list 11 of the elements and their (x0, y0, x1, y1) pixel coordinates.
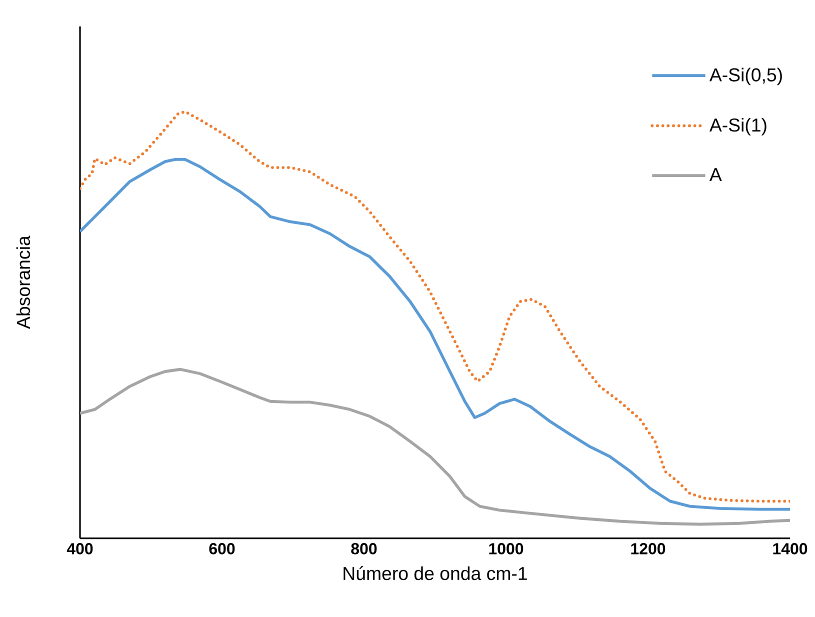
x-tick-label: 800 (351, 543, 377, 554)
x-tick-label: 600 (209, 543, 235, 554)
x-tick-label: 1000 (489, 543, 524, 554)
legend-label: A-Si(1) (709, 118, 766, 136)
x-tick-label: 400 (66, 543, 93, 554)
x-tick-label: 1400 (773, 543, 808, 554)
x-tick-label: 1200 (631, 543, 666, 554)
legend-label: A (709, 168, 722, 181)
y-axis-title: Absorancia (16, 236, 30, 329)
legend-label: A-Si(0,5) (709, 68, 782, 86)
x-axis-title: Número de onda cm-1 (344, 566, 527, 580)
